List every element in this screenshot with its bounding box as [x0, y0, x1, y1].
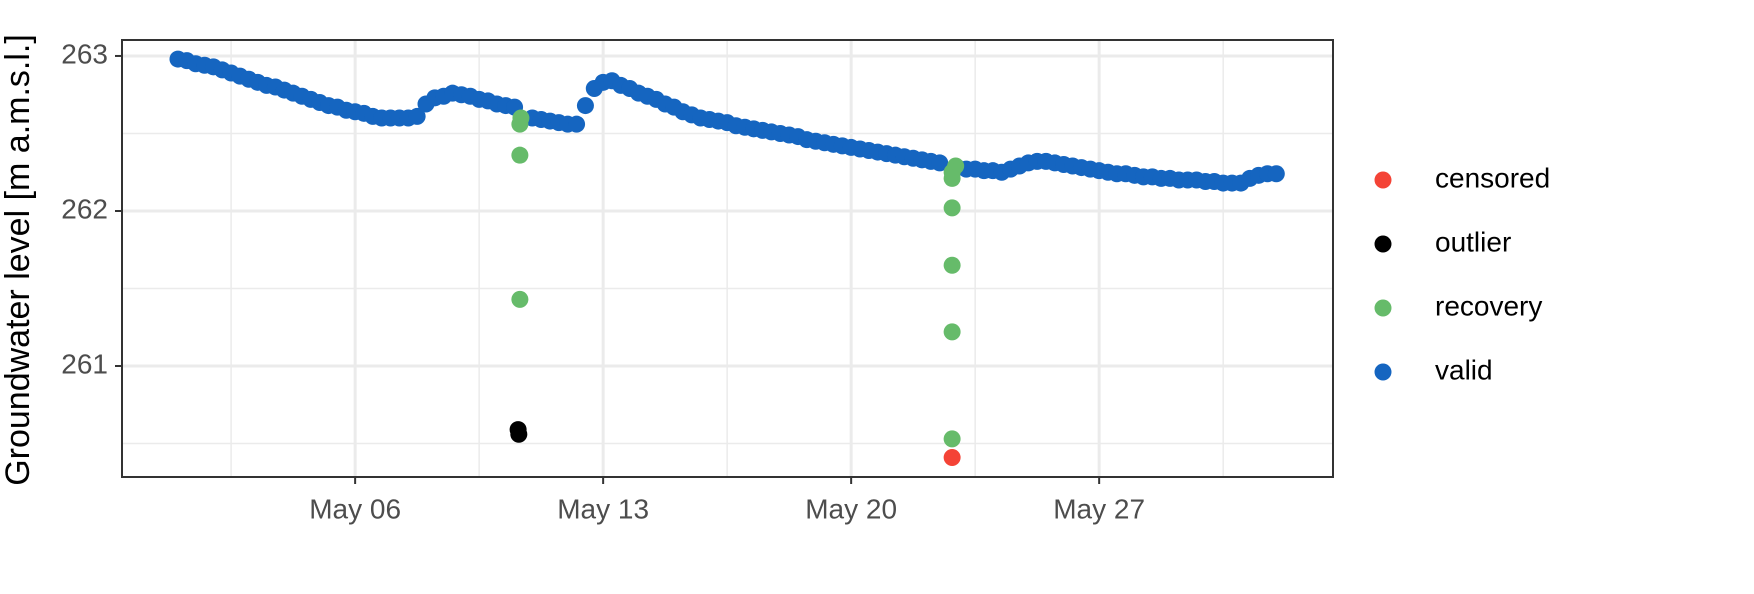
- point: [568, 115, 586, 133]
- point: [931, 154, 949, 172]
- point: [511, 290, 529, 308]
- x-tick-label: May 27: [1053, 493, 1145, 524]
- point: [943, 430, 961, 448]
- y-axis-label: Groundwater level [m a.m.s.l.]: [0, 34, 37, 486]
- point: [408, 107, 426, 125]
- point: [1267, 165, 1285, 183]
- legend-marker: [1374, 363, 1392, 381]
- point: [576, 97, 594, 115]
- point: [511, 115, 529, 133]
- legend-marker: [1374, 171, 1392, 189]
- point: [943, 256, 961, 274]
- x-tick-label: May 20: [805, 493, 897, 524]
- plot-border: [121, 39, 1334, 478]
- point: [943, 169, 961, 187]
- point: [943, 199, 961, 217]
- legend-label: recovery: [1435, 290, 1542, 321]
- point: [511, 146, 529, 164]
- legend-marker: [1374, 235, 1392, 253]
- point: [943, 323, 961, 341]
- y-tick-label: 262: [61, 193, 108, 224]
- x-tick-label: May 13: [557, 493, 649, 524]
- y-tick-label: 261: [61, 348, 108, 379]
- x-tick-label: May 06: [309, 493, 401, 524]
- point: [510, 425, 528, 443]
- legend-label: censored: [1435, 162, 1550, 193]
- legend-label: valid: [1435, 354, 1493, 385]
- legend-marker: [1374, 299, 1392, 317]
- point: [943, 448, 961, 466]
- legend-label: outlier: [1435, 226, 1511, 257]
- y-tick-label: 263: [61, 38, 108, 69]
